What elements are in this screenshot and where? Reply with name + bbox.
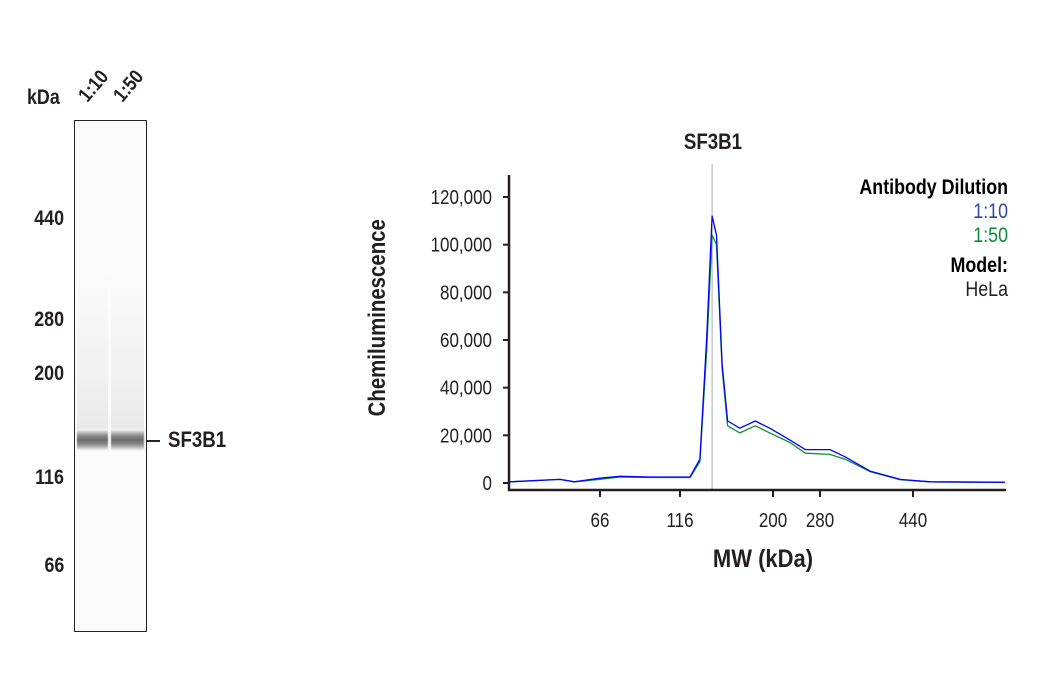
model-value: HeLa [965,278,1008,302]
chart-title: SF3B1 [684,131,742,155]
band [77,429,108,451]
marker-440: 440 [34,207,64,230]
marker-116: 116 [35,466,64,489]
band-pointer [147,440,160,442]
legend-item-1-10: 1:10 [973,200,1008,224]
x-axis-label: MW (kDa) [713,545,813,573]
legend-item-1-50: 1:50 [973,224,1008,248]
y-tick-label: 120,000 [431,186,492,209]
x-tick-label: 280 [806,509,834,532]
x-tick-label: 200 [759,509,787,532]
x-tick-label: 440 [899,509,927,532]
y-axis-label: Chemiluminescence [363,219,390,416]
y-tick-label: 0 [483,472,492,495]
y-tick-label: 60,000 [440,329,492,352]
legend-title: Antibody Dilution [859,176,1008,200]
series-line-1-50 [509,234,1006,483]
y-tick-label: 20,000 [440,424,492,447]
lane-1 [77,121,108,631]
band [111,429,144,451]
band-label: SF3B1 [168,427,227,452]
x-tick-label: 116 [666,509,693,532]
model-label: Model: [951,254,1008,278]
series-line-1-10 [509,215,1006,483]
lane-2 [111,121,144,631]
y-tick-label: 100,000 [431,233,492,256]
blot-image [74,120,147,632]
marker-200: 200 [34,362,64,385]
marker-66: 66 [44,554,64,577]
y-tick-label: 40,000 [440,376,492,399]
y-tick-label: 80,000 [440,281,492,304]
marker-280: 280 [34,308,64,331]
kda-label: kDa [27,86,60,109]
x-tick-label: 66 [591,509,610,532]
